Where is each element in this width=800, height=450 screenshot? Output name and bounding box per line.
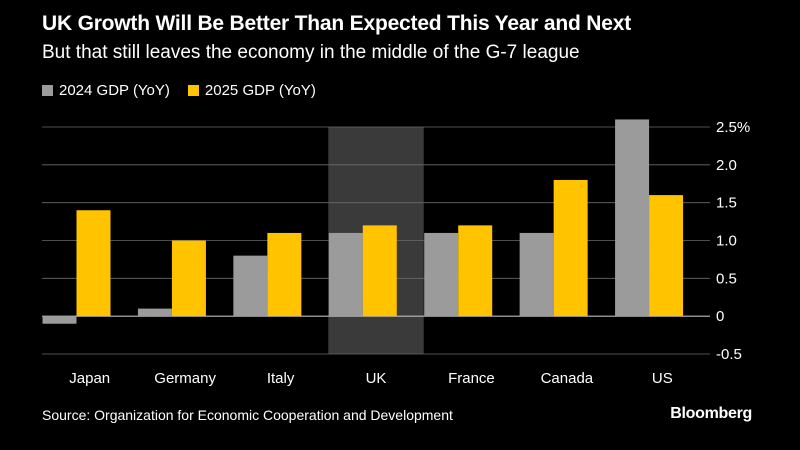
y-tick-label: 2.0 <box>716 157 737 174</box>
bar-italy-2025 <box>267 232 302 317</box>
source-note: Source: Organization for Economic Cooper… <box>42 407 453 423</box>
bar-us-2024 <box>615 119 650 317</box>
x-tick-label-japan: Japan <box>69 370 110 387</box>
x-tick-label-france: France <box>448 370 495 387</box>
legend-label-2025: 2025 GDP (YoY) <box>204 82 316 99</box>
bar-japan-2024 <box>42 316 77 324</box>
legend-item-2025: 2025 GDP (YoY) <box>187 82 316 99</box>
legend: 2024 GDP (YoY) 2025 GDP (YoY) <box>42 82 334 99</box>
bar-canada-2024 <box>519 232 554 317</box>
x-tick-label-canada: Canada <box>541 370 594 387</box>
legend-swatch-2024 <box>42 85 53 96</box>
x-tick-label-uk: UK <box>366 370 387 387</box>
y-tick-label: 1.0 <box>716 233 737 250</box>
legend-swatch-2025 <box>187 85 199 96</box>
x-tick-label-us: US <box>652 370 673 387</box>
chart-subtitle: But that still leaves the economy in the… <box>42 42 580 63</box>
bar-uk-2025 <box>362 225 397 317</box>
x-tick-label-italy: Italy <box>267 370 295 387</box>
bar-uk-2024 <box>328 232 363 317</box>
chart-title: UK Growth Will Be Better Than Expected T… <box>42 12 631 35</box>
legend-item-2024: 2024 GDP (YoY) <box>42 82 170 99</box>
y-tick-label: 0.5 <box>716 270 737 287</box>
legend-label-2024: 2024 GDP (YoY) <box>59 82 170 99</box>
y-tick-label: -0.5 <box>716 346 742 363</box>
y-tick-label: 2.5% <box>716 119 750 136</box>
y-tick-label: 1.5 <box>716 195 737 212</box>
bar-canada-2025 <box>553 179 588 317</box>
x-tick-label-germany: Germany <box>154 370 216 387</box>
bar-italy-2024 <box>233 255 268 317</box>
bloomberg-logo: Bloomberg <box>670 405 752 422</box>
bar-germany-2024 <box>137 308 172 317</box>
bar-france-2024 <box>424 232 459 317</box>
bar-us-2025 <box>649 195 684 317</box>
bar-france-2025 <box>458 225 493 317</box>
bar-japan-2025 <box>76 210 111 317</box>
bar-germany-2025 <box>171 240 206 317</box>
y-tick-label: 0 <box>716 308 724 325</box>
